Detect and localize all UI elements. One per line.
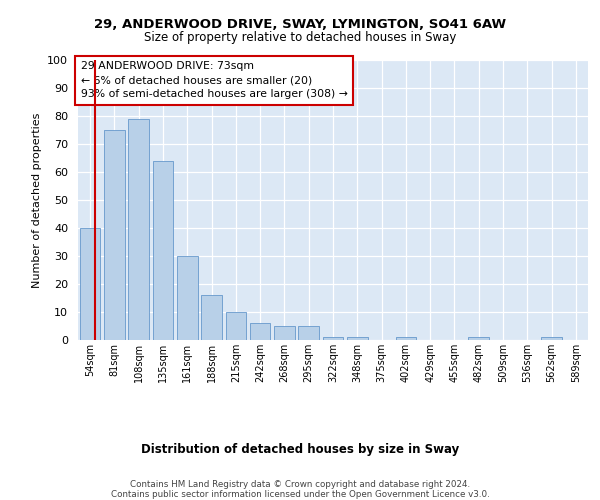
Bar (104, 130, 125, 340)
Text: 29 ANDERWOOD DRIVE: 73sqm
← 6% of detached houses are smaller (20)
93% of semi-d: 29 ANDERWOOD DRIVE: 73sqm ← 6% of detach… (80, 62, 347, 100)
Text: Distribution of detached houses by size in Sway: Distribution of detached houses by size … (141, 442, 459, 456)
Text: Contains HM Land Registry data © Crown copyright and database right 2024.
Contai: Contains HM Land Registry data © Crown c… (110, 480, 490, 500)
Bar (395, 337, 416, 340)
Bar (274, 326, 295, 340)
Text: 29, ANDERWOOD DRIVE, SWAY, LYMINGTON, SO41 6AW: 29, ANDERWOOD DRIVE, SWAY, LYMINGTON, SO… (94, 18, 506, 30)
Bar (201, 295, 222, 340)
Bar (177, 256, 197, 340)
Bar (347, 337, 368, 340)
Bar (80, 228, 100, 340)
Bar (323, 337, 343, 340)
Text: Size of property relative to detached houses in Sway: Size of property relative to detached ho… (144, 31, 456, 44)
Bar (226, 312, 246, 340)
Bar (128, 119, 149, 340)
Y-axis label: Number of detached properties: Number of detached properties (32, 112, 42, 288)
Bar (469, 337, 489, 340)
Bar (298, 326, 319, 340)
Bar (152, 161, 173, 340)
Bar (250, 323, 271, 340)
Bar (541, 337, 562, 340)
